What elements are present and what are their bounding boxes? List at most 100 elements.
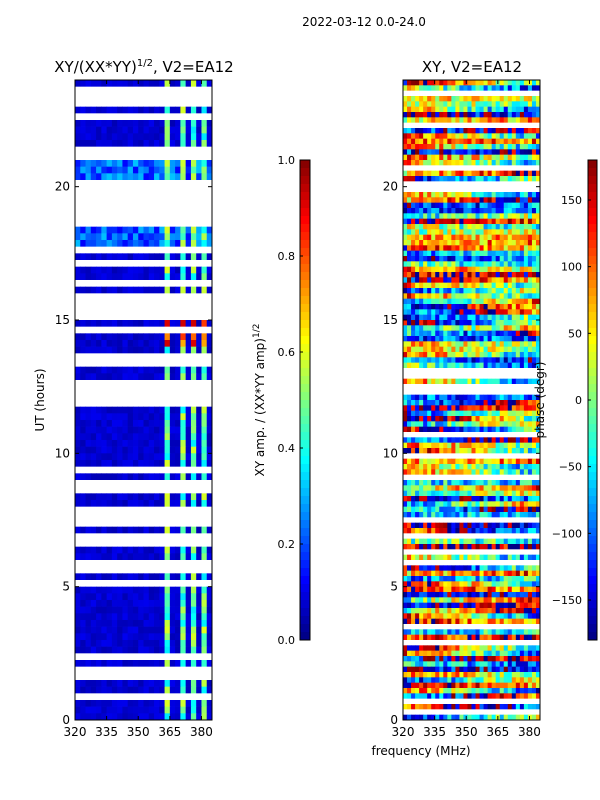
phase-cell bbox=[443, 272, 448, 278]
phase-cell bbox=[499, 613, 505, 619]
phase-cell bbox=[503, 234, 509, 241]
phase-cell bbox=[523, 416, 529, 422]
phase-cell bbox=[531, 464, 537, 470]
phase-cell bbox=[483, 602, 489, 609]
phase-cell bbox=[511, 85, 517, 91]
phase-cell bbox=[415, 597, 420, 603]
phase-cell bbox=[427, 496, 432, 502]
phase-cell bbox=[499, 378, 505, 385]
phase-cell bbox=[447, 565, 452, 571]
phase-cell bbox=[439, 266, 444, 273]
phase-cell bbox=[471, 117, 476, 123]
phase-cell bbox=[535, 304, 541, 310]
phase-cell bbox=[419, 261, 424, 267]
amplitude-cell bbox=[111, 273, 118, 281]
heatmap-gap-row bbox=[75, 360, 212, 367]
amplitude-cell bbox=[90, 446, 97, 454]
phase-cell bbox=[451, 325, 456, 331]
amplitude-cell bbox=[164, 333, 171, 341]
phase-cell bbox=[427, 101, 432, 107]
amplitude-colorbar-gradient bbox=[300, 160, 310, 641]
amplitude-cell bbox=[80, 140, 87, 147]
phase-cell bbox=[439, 645, 444, 651]
phase-cell bbox=[431, 570, 436, 577]
phase-cell bbox=[419, 218, 424, 225]
phase-cell bbox=[435, 506, 440, 513]
phase-cell bbox=[487, 576, 493, 582]
phase-cell bbox=[527, 341, 533, 347]
phase-cell bbox=[431, 304, 436, 310]
phase-cell bbox=[515, 229, 521, 235]
phase-cell bbox=[407, 448, 412, 454]
phase-cell bbox=[443, 410, 448, 417]
phase-cell bbox=[523, 261, 529, 267]
amplitude-cell bbox=[201, 240, 208, 247]
phase-cell bbox=[439, 336, 444, 342]
phase-cell bbox=[531, 688, 537, 694]
amplitude-cell bbox=[106, 273, 113, 281]
phase-cell bbox=[495, 554, 501, 561]
phase-cell bbox=[451, 346, 456, 353]
phase-cell bbox=[447, 634, 452, 641]
amplitude-cell bbox=[180, 426, 187, 434]
amplitude-cell bbox=[96, 660, 102, 667]
phase-cell bbox=[503, 154, 509, 161]
phase-cell bbox=[455, 565, 460, 571]
amplitude-cell bbox=[111, 126, 118, 134]
y-tick-label: 15 bbox=[55, 313, 70, 327]
amplitude-cell bbox=[122, 473, 129, 481]
phase-cell bbox=[463, 325, 468, 331]
phase-cell bbox=[407, 138, 412, 145]
amplitude-cell bbox=[148, 126, 155, 134]
phase-cell bbox=[415, 336, 420, 342]
amplitude-cell bbox=[201, 613, 208, 621]
amplitude-cell bbox=[148, 253, 155, 261]
phase-cell bbox=[443, 528, 448, 534]
phase-cell bbox=[535, 256, 541, 262]
phase-cell bbox=[435, 538, 440, 545]
amplitude-cell bbox=[185, 646, 192, 654]
x-tick-label: 350 bbox=[455, 725, 478, 739]
phase-cell bbox=[435, 234, 440, 241]
phase-cell bbox=[479, 256, 484, 262]
amplitude-cell bbox=[80, 526, 87, 534]
amplitude-cell bbox=[106, 226, 113, 234]
phase-cell bbox=[467, 240, 472, 246]
phase-cell bbox=[491, 346, 497, 353]
phase-cell bbox=[515, 288, 521, 294]
phase-cell bbox=[459, 405, 464, 411]
phase-cell bbox=[463, 693, 468, 699]
phase-cell bbox=[463, 581, 468, 587]
phase-cell bbox=[507, 336, 513, 342]
phase-cell bbox=[511, 448, 517, 454]
amplitude-cell bbox=[127, 253, 134, 261]
phase-cell bbox=[463, 218, 468, 225]
phase-cell bbox=[487, 506, 493, 513]
phase-cell bbox=[475, 437, 480, 443]
phase-cell bbox=[415, 101, 420, 107]
amplitude-cell bbox=[143, 266, 150, 274]
phase-cell bbox=[463, 154, 468, 161]
phase-cell bbox=[463, 714, 468, 721]
phase-cell bbox=[455, 650, 460, 657]
phase-cell bbox=[499, 480, 505, 486]
phase-cell bbox=[483, 581, 489, 587]
phase-cell bbox=[475, 608, 480, 614]
amplitude-cell bbox=[96, 500, 102, 507]
phase-cell bbox=[527, 688, 533, 694]
amplitude-cell bbox=[154, 586, 160, 594]
phase-cell bbox=[463, 144, 468, 150]
amplitude-cell bbox=[106, 493, 113, 501]
phase-cell bbox=[419, 528, 424, 534]
phase-cell bbox=[459, 629, 464, 635]
phase-cell bbox=[447, 672, 452, 678]
amplitude-cell bbox=[90, 640, 97, 647]
amplitude-cell bbox=[196, 493, 202, 501]
phase-cell bbox=[423, 448, 428, 454]
phase-cell bbox=[515, 629, 521, 635]
amplitude-cell bbox=[75, 333, 81, 341]
amplitude-cell bbox=[164, 626, 171, 634]
amplitude-cell bbox=[180, 500, 187, 507]
phase-cell bbox=[475, 426, 480, 433]
phase-cell bbox=[451, 618, 456, 625]
